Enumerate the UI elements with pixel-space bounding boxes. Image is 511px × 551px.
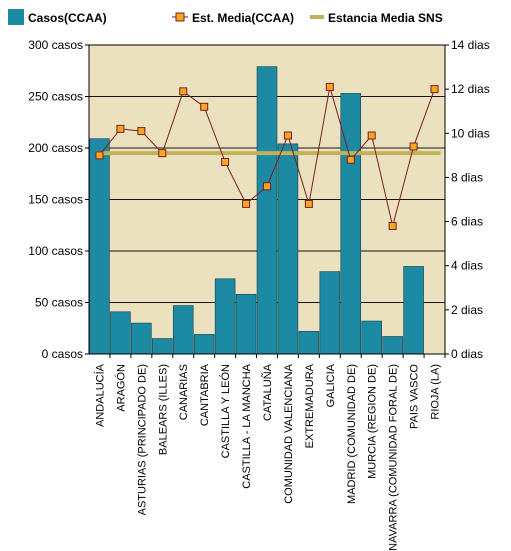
- line-point: [200, 102, 209, 111]
- line-point: [283, 131, 292, 140]
- line-point: [116, 124, 125, 133]
- right-tick-label: 0 dias: [451, 347, 483, 361]
- category-label: ASTURIAS (PRINCIPADO DE): [136, 364, 148, 515]
- left-tick-label: 150 casos: [28, 193, 83, 207]
- right-tick-label: 12 dias: [451, 82, 490, 96]
- right-tick-label: 14 dias: [451, 38, 490, 52]
- line-point: [95, 151, 104, 160]
- bar: [361, 320, 382, 355]
- right-tick-label: 4 dias: [451, 259, 483, 273]
- category-label: NAVARRA (COMUNIDAD FORAL DE): [388, 364, 400, 551]
- bar: [152, 338, 173, 355]
- right-tick-label: 10 dias: [451, 126, 490, 140]
- bar: [256, 66, 278, 355]
- right-tick-label: 6 dias: [451, 215, 483, 229]
- category-label: EXTREMADURA: [304, 363, 316, 448]
- bar: [382, 336, 403, 355]
- category-label: CASTILLA Y LEÓN: [219, 364, 232, 458]
- category-label: CASTILLA - LA MANCHA: [241, 363, 253, 488]
- bar: [235, 293, 257, 355]
- line-point: [137, 127, 146, 136]
- category-label: MADRID (COMUNIDAD DE): [346, 364, 358, 504]
- line-point: [325, 82, 334, 91]
- category-label: RIOJA (LA): [430, 364, 442, 420]
- left-tick-label: 50 casos: [35, 296, 83, 310]
- left-tick-label: 250 casos: [28, 90, 83, 104]
- legend-line-label: Est. Media(CCAA): [192, 11, 294, 25]
- right-tick-label: 2 dias: [451, 303, 483, 317]
- legend-ref-label: Estancia Media SNS: [328, 11, 443, 25]
- line-point: [409, 142, 418, 151]
- legend-bars-swatch: [8, 9, 24, 25]
- line-series: [95, 82, 439, 230]
- right-tick-label: 8 dias: [451, 170, 483, 184]
- legend-ref-swatch: [310, 15, 324, 19]
- category-labels: ANDALUCÍA ARAGÓN ASTURIAS (PRINCIPADO DE) B…: [93, 354, 446, 551]
- category-label: GALICIA: [325, 363, 337, 407]
- bar: [131, 322, 152, 355]
- left-tick-label: 200 casos: [28, 141, 83, 155]
- line-point: [367, 131, 376, 140]
- bar: [110, 311, 131, 355]
- right-axis-ticks: 0 dias 2 dias 4 dias 6 dias 8 dias 10 dias 12 …: [445, 38, 490, 361]
- line-point: [346, 155, 355, 164]
- line-point: [388, 221, 397, 230]
- category-label: COMUNIDAD VALENCIANA: [283, 363, 295, 503]
- line-point: [304, 199, 313, 208]
- line-point: [263, 182, 271, 191]
- line-point: [221, 157, 230, 166]
- line-point: [430, 85, 439, 94]
- category-label: ANDALUCÍA: [93, 363, 106, 427]
- category-label: CANTABRIA: [199, 363, 211, 426]
- bar: [172, 305, 194, 355]
- bar: [319, 271, 341, 355]
- bar: [277, 143, 299, 355]
- left-tick-label: 300 casos: [28, 38, 83, 52]
- category-label: CATALUÑA: [261, 363, 274, 421]
- bars: [89, 66, 424, 355]
- bar: [340, 93, 362, 355]
- legend-line-marker: [175, 12, 185, 22]
- category-label: CANARIAS: [178, 364, 190, 420]
- bar: [298, 331, 320, 355]
- left-axis-ticks: 0 casos 50 casos 100 casos 150 casos 200 cas…: [28, 38, 89, 361]
- legend-bars-label: Casos(CCAA): [28, 11, 107, 25]
- category-label: ARAGÓN: [114, 364, 127, 412]
- category-label: PAIS VASCO: [409, 364, 421, 429]
- line-point: [179, 87, 188, 96]
- bar: [403, 266, 424, 355]
- left-tick-label: 0 casos: [42, 347, 83, 361]
- line-point: [242, 199, 251, 208]
- bar: [89, 138, 110, 355]
- legend: Casos(CCAA) Est. Media(CCAA) Estancia Me…: [8, 9, 443, 25]
- bar: [214, 278, 236, 355]
- category-label: MURCIA (REGION DE): [367, 364, 379, 479]
- category-label: BALEARS (ILLES): [157, 364, 169, 455]
- left-tick-label: 100 casos: [28, 244, 83, 258]
- bar: [193, 334, 215, 355]
- line-point: [158, 149, 167, 158]
